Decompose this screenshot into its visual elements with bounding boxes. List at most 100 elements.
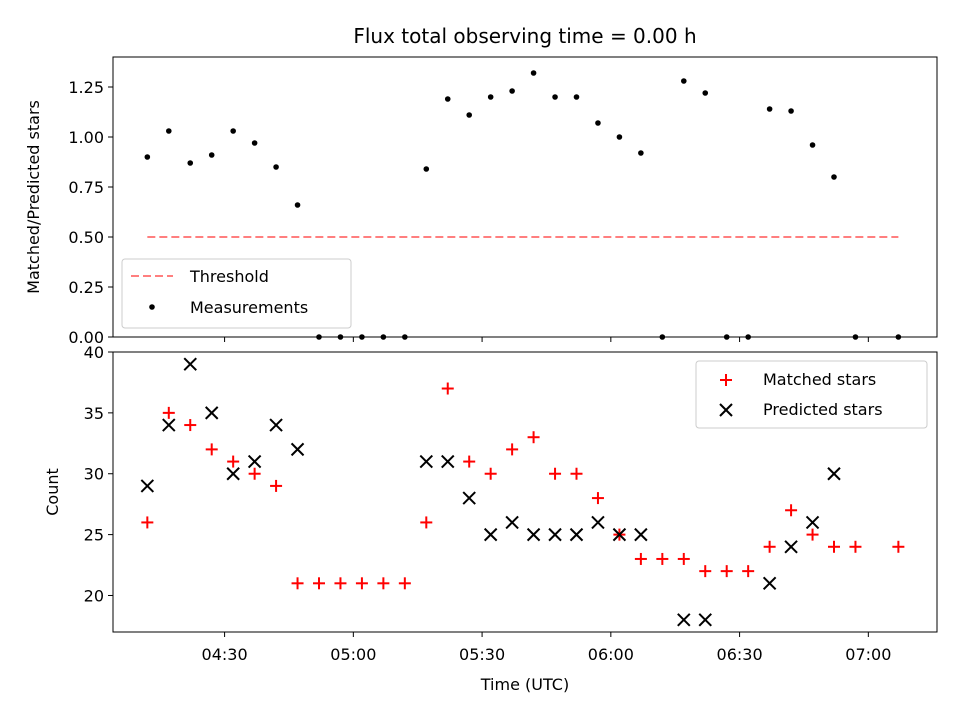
matched-star-point xyxy=(763,540,776,553)
count-x-tick-label: 06:30 xyxy=(717,645,763,664)
matched-star-point xyxy=(591,492,604,505)
measurement-point xyxy=(273,164,279,170)
measurement-point xyxy=(187,160,194,166)
matched-star-point xyxy=(463,455,476,468)
measurement-point xyxy=(230,128,236,134)
matched-star-point xyxy=(377,577,390,590)
ratio-x-ticks xyxy=(224,337,869,342)
matched-star-point xyxy=(420,516,433,529)
measurement-point xyxy=(487,94,494,100)
predicted-star-point xyxy=(441,454,455,469)
count-y-tick-label: 25 xyxy=(84,526,104,545)
predicted-star-point xyxy=(677,613,691,627)
measurement-point xyxy=(144,154,151,160)
legend-predicted-label: Predicted stars xyxy=(763,400,883,419)
measurement-point xyxy=(466,112,473,118)
count-axes-frame xyxy=(112,351,938,633)
matched-star-point xyxy=(270,479,283,492)
measurement-point xyxy=(702,90,709,96)
count-x-tick-label: 04:30 xyxy=(202,645,248,664)
predicted-star-point xyxy=(140,479,155,493)
predicted-star-point xyxy=(805,515,820,530)
measurement-point xyxy=(638,150,644,156)
measurement-point xyxy=(809,142,816,148)
count-y-tick-label: 40 xyxy=(84,343,104,362)
measurement-point xyxy=(616,134,623,140)
matched-star-point xyxy=(398,577,411,590)
predicted-star-point xyxy=(634,527,648,542)
ratio-y-tick-label: 0.00 xyxy=(68,328,104,347)
count-y-tick-label: 20 xyxy=(84,586,104,605)
matched-star-point xyxy=(527,431,540,444)
ratio-axes-frame xyxy=(112,56,938,338)
predicted-star-point xyxy=(483,527,498,542)
count-legend-box xyxy=(695,360,928,429)
legend-threshold-label: Threshold xyxy=(189,267,269,286)
predicted-star-point xyxy=(548,527,562,542)
count-y-tick-label: 35 xyxy=(84,404,104,423)
matched-star-points xyxy=(141,382,905,590)
ratio-y-tick-label: 0.75 xyxy=(68,178,104,197)
predicted-star-point xyxy=(569,527,584,542)
measurement-point xyxy=(573,94,580,100)
matched-star-point xyxy=(699,565,712,578)
measurement-point xyxy=(552,94,558,100)
measurement-point xyxy=(165,128,172,134)
predicted-star-point xyxy=(419,454,433,469)
count-x-ticks: 04:30 05:00 05:30 06:00 06:30 07:00 xyxy=(202,632,891,664)
matched-star-point xyxy=(634,552,647,565)
legend-measurements-swatch xyxy=(149,304,155,310)
matched-star-point xyxy=(205,443,218,456)
legend-matched-label: Matched stars xyxy=(763,370,876,389)
predicted-star-points xyxy=(140,357,841,627)
predicted-star-point xyxy=(698,613,712,627)
predicted-star-point xyxy=(290,442,305,457)
predicted-star-point xyxy=(269,418,283,432)
legend-matched-marker xyxy=(720,374,732,386)
measurement-point xyxy=(766,106,773,112)
measurement-point xyxy=(208,152,215,158)
matched-star-point xyxy=(720,565,733,578)
measurement-point xyxy=(444,96,451,102)
ratio-y-tick-label: 1.00 xyxy=(68,128,104,147)
predicted-star-point xyxy=(526,527,541,542)
ratio-legend: Threshold Measurements xyxy=(121,258,352,329)
measurement-points xyxy=(144,70,902,340)
matched-star-point xyxy=(162,406,175,419)
predicted-star-point xyxy=(827,467,841,481)
predicted-star-point xyxy=(247,454,262,469)
count-panel: 20 25 30 35 40 04:30 05:00 05:30 06:00 06:30 07:0… xyxy=(43,343,938,694)
predicted-star-point xyxy=(784,540,798,554)
matched-star-point xyxy=(355,577,368,590)
measurement-point xyxy=(423,166,430,172)
legend-predicted-marker xyxy=(719,403,733,417)
predicted-star-point xyxy=(183,357,197,371)
predicted-star-point xyxy=(162,418,176,432)
count-y-tick-label: 30 xyxy=(84,465,104,484)
ratio-y-tick-label: 0.25 xyxy=(68,278,104,297)
predicted-star-point xyxy=(205,406,219,420)
legend-predicted-swatch xyxy=(719,403,733,417)
count-legend: Matched stars Predicted stars xyxy=(695,360,928,429)
measurement-point xyxy=(530,70,537,76)
predicted-star-point xyxy=(612,527,627,542)
matched-star-point xyxy=(742,565,755,578)
matched-star-point xyxy=(656,552,669,565)
matched-star-point xyxy=(828,540,840,553)
count-y-ticks: 20 25 30 35 40 xyxy=(84,343,113,605)
matched-star-point xyxy=(441,382,454,395)
predicted-star-point xyxy=(505,515,519,530)
count-y-axis-label: Count xyxy=(43,468,62,516)
matched-star-point xyxy=(248,467,261,480)
count-x-tick-label: 06:00 xyxy=(588,645,634,664)
matched-star-point xyxy=(549,467,562,480)
matched-star-point xyxy=(570,467,583,480)
matched-star-point xyxy=(785,504,798,517)
measurement-point xyxy=(595,120,601,126)
matched-star-point xyxy=(849,540,862,553)
predicted-star-point xyxy=(462,491,476,505)
predicted-star-point xyxy=(226,467,240,481)
legend-measurements-label: Measurements xyxy=(190,298,308,317)
ratio-y-tick-label: 1.25 xyxy=(68,78,104,97)
